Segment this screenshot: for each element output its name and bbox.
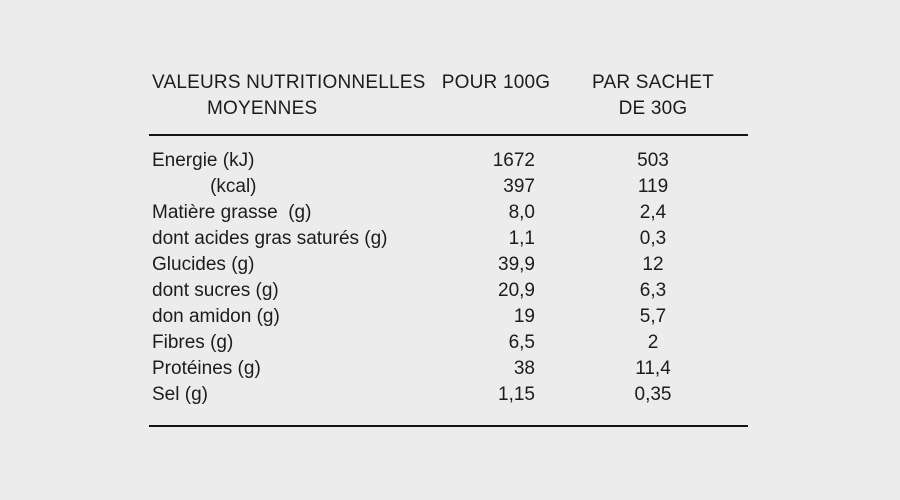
value-per-100g: 38 (513, 358, 535, 379)
table-row: Energie (kJ) 1672 503 (152, 148, 748, 174)
nutrient-label: (kcal) (152, 176, 257, 197)
header-nutrients-column: VALEURS NUTRITIONNELLES MOYENNES (152, 70, 426, 122)
nutrient-label: dont acides gras saturés (g) (152, 228, 388, 249)
table-row: Protéines (g) 38 11,4 (152, 356, 748, 382)
table-row: dont acides gras saturés (g) 1,1 0,3 (152, 226, 748, 252)
value-per-100g: 20,9 (498, 280, 535, 301)
value-per-100g: 6,5 (508, 332, 535, 353)
nutrient-label: Sel (g) (152, 384, 208, 405)
header-nutrients-line2: MOYENNES (207, 98, 318, 119)
value-per-100g: 1672 (492, 150, 535, 171)
value-per-sachet: 0,3 (639, 228, 667, 249)
nutrient-label: Protéines (g) (152, 358, 261, 379)
value-per-sachet: 12 (642, 254, 664, 275)
table-row: Matière grasse (g) 8,0 2,4 (152, 200, 748, 226)
value-per-sachet: 503 (637, 150, 669, 171)
table-row: Fibres (g) 6,5 2 (152, 330, 748, 356)
nutrient-label: Glucides (g) (152, 254, 255, 275)
nutrient-label: Energie (kJ) (152, 150, 255, 171)
header-per-100g: POUR 100G (441, 72, 551, 93)
value-per-100g: 8,0 (508, 202, 535, 223)
value-per-sachet: 11,4 (635, 358, 671, 379)
table-header: VALEURS NUTRITIONNELLES MOYENNES POUR 10… (152, 70, 748, 122)
nutrient-label: Fibres (g) (152, 332, 234, 353)
value-per-100g: 39,9 (498, 254, 535, 275)
value-per-sachet: 6,3 (639, 280, 667, 301)
value-per-100g: 19 (513, 306, 535, 327)
nutrient-label: dont sucres (g) (152, 280, 279, 301)
value-per-sachet: 119 (637, 176, 669, 197)
nutrient-label: don amidon (g) (152, 306, 280, 327)
header-per-sachet-line2: DE 30G (618, 98, 688, 119)
top-divider-line (149, 134, 748, 136)
nutrient-label: Matière grasse (g) (152, 202, 312, 223)
value-per-100g: 397 (503, 176, 535, 197)
value-per-sachet: 0,35 (634, 384, 672, 405)
table-row: Glucides (g) 39,9 12 (152, 252, 748, 278)
nutrition-table-body: Energie (kJ) 1672 503 (kcal) 397 119 Mat… (152, 148, 748, 408)
table-row: Sel (g) 1,15 0,35 (152, 382, 748, 408)
value-per-sachet: 2 (647, 332, 659, 353)
header-per-sachet-line1: PAR SACHET (591, 72, 714, 93)
bottom-divider-line (149, 425, 748, 427)
table-row: (kcal) 397 119 (152, 174, 748, 200)
value-per-100g: 1,1 (508, 228, 535, 249)
header-nutrients-line1: VALEURS NUTRITIONNELLES (152, 72, 426, 93)
header-per-sachet: PAR SACHET DE 30G (572, 70, 748, 122)
value-per-sachet: 5,7 (639, 306, 667, 327)
table-row: dont sucres (g) 20,9 6,3 (152, 278, 748, 304)
table-row: don amidon (g) 19 5,7 (152, 304, 748, 330)
value-per-sachet: 2,4 (639, 202, 667, 223)
value-per-100g: 1,15 (498, 384, 535, 405)
